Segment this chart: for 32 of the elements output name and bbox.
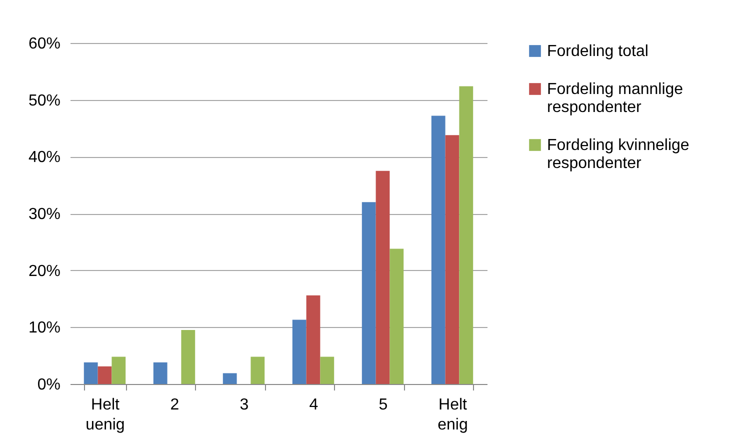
y-tick-label: 50% xyxy=(28,92,60,110)
bar xyxy=(153,362,168,384)
x-tick-label: 5 xyxy=(378,396,388,414)
legend-label: Fordeling mannlige respondenter xyxy=(547,81,684,116)
y-tick-label: 10% xyxy=(28,320,60,337)
x-tick-label: 2 xyxy=(170,396,180,414)
y-tick-label: 30% xyxy=(28,206,60,223)
bar xyxy=(459,86,474,384)
y-tick-label: 40% xyxy=(28,149,60,166)
bar xyxy=(84,362,98,384)
bar xyxy=(376,170,390,384)
y-tick-label: 20% xyxy=(28,262,60,280)
x-tick-label: Helt uenig xyxy=(86,396,125,434)
y-tick-label: 60% xyxy=(28,36,60,52)
bar xyxy=(98,366,112,384)
bar xyxy=(362,202,376,384)
legend-label: Fordeling kvinnelige respondenter xyxy=(547,137,690,172)
legend-label: Fordeling total xyxy=(547,43,648,60)
bar xyxy=(390,248,404,384)
bar xyxy=(112,356,126,384)
x-tick-label: 4 xyxy=(309,396,318,414)
x-tick-label: Helt enig xyxy=(438,396,468,434)
bar xyxy=(320,356,334,384)
bar xyxy=(250,356,265,384)
bar xyxy=(181,330,196,384)
bar xyxy=(292,320,306,384)
bar xyxy=(445,135,460,384)
bar xyxy=(431,116,446,384)
y-tick-label: 0% xyxy=(37,376,60,394)
x-tick-label: 3 xyxy=(240,396,249,414)
bar xyxy=(306,295,320,384)
bar xyxy=(222,373,237,384)
